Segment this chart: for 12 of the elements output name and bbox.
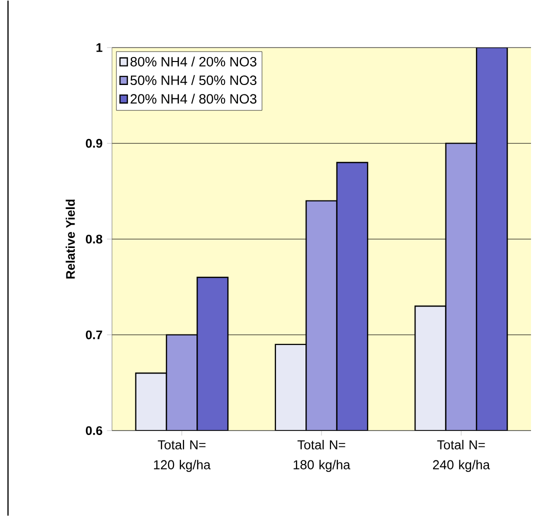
x-tick-label: Total N= 180 kg/ha xyxy=(294,440,350,472)
y-tick-label: 0.8 xyxy=(86,234,102,244)
y-tick-label: 0.6 xyxy=(86,426,102,435)
legend-label: 80% NH4 / 20% NO3 xyxy=(130,56,256,66)
legend-label: 50% NH4 / 50% NO3 xyxy=(130,75,256,85)
legend-label: 20% NH4 / 80% NO3 xyxy=(130,94,256,104)
y-tick-label: 1 xyxy=(96,43,102,52)
x-tick-label: Total N= 120 kg/ha xyxy=(154,440,211,472)
y-tick-label: 0.7 xyxy=(86,330,102,340)
y-axis-title: Relative Yield xyxy=(66,200,75,278)
x-tick-label: Total N= 240 kg/ha xyxy=(433,440,490,472)
y-tick-label: 0.9 xyxy=(86,138,102,148)
